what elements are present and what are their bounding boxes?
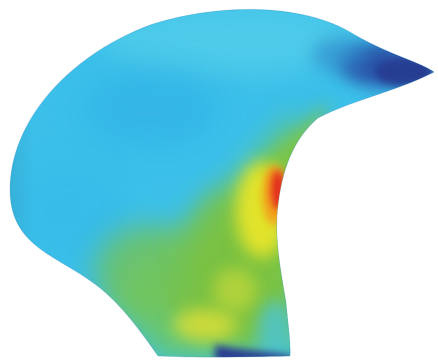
contour-plot bbox=[9, 8, 435, 358]
contour-figure bbox=[9, 8, 435, 358]
contour-field bbox=[10, 9, 434, 358]
